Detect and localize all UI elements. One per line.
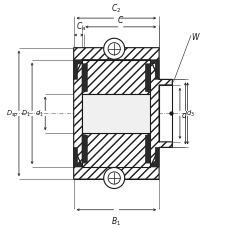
Bar bbox=[82, 94, 150, 134]
Polygon shape bbox=[82, 60, 150, 94]
Polygon shape bbox=[73, 148, 158, 179]
Text: $d$: $d$ bbox=[180, 108, 187, 119]
Text: $d_3$: $d_3$ bbox=[185, 109, 194, 119]
Text: $C$: $C$ bbox=[117, 14, 124, 25]
Circle shape bbox=[108, 44, 120, 56]
Circle shape bbox=[108, 172, 120, 184]
Text: $C_a$: $C_a$ bbox=[76, 21, 86, 33]
Text: $D_{sp}$: $D_{sp}$ bbox=[5, 108, 18, 120]
Text: $S$: $S$ bbox=[100, 84, 106, 95]
Polygon shape bbox=[145, 60, 158, 93]
Polygon shape bbox=[145, 135, 158, 167]
Polygon shape bbox=[82, 134, 150, 167]
Text: $B$: $B$ bbox=[115, 97, 121, 108]
Text: $D_1$: $D_1$ bbox=[21, 109, 31, 119]
Text: $C_2$: $C_2$ bbox=[111, 3, 121, 15]
Polygon shape bbox=[73, 60, 87, 93]
Circle shape bbox=[103, 39, 124, 60]
Text: $W$: $W$ bbox=[190, 31, 200, 42]
Text: $d_1$: $d_1$ bbox=[35, 109, 44, 119]
Circle shape bbox=[103, 168, 124, 189]
Polygon shape bbox=[150, 60, 172, 167]
Polygon shape bbox=[73, 135, 87, 167]
Polygon shape bbox=[73, 60, 82, 167]
Text: $B_1$: $B_1$ bbox=[111, 214, 121, 227]
Polygon shape bbox=[73, 49, 158, 80]
